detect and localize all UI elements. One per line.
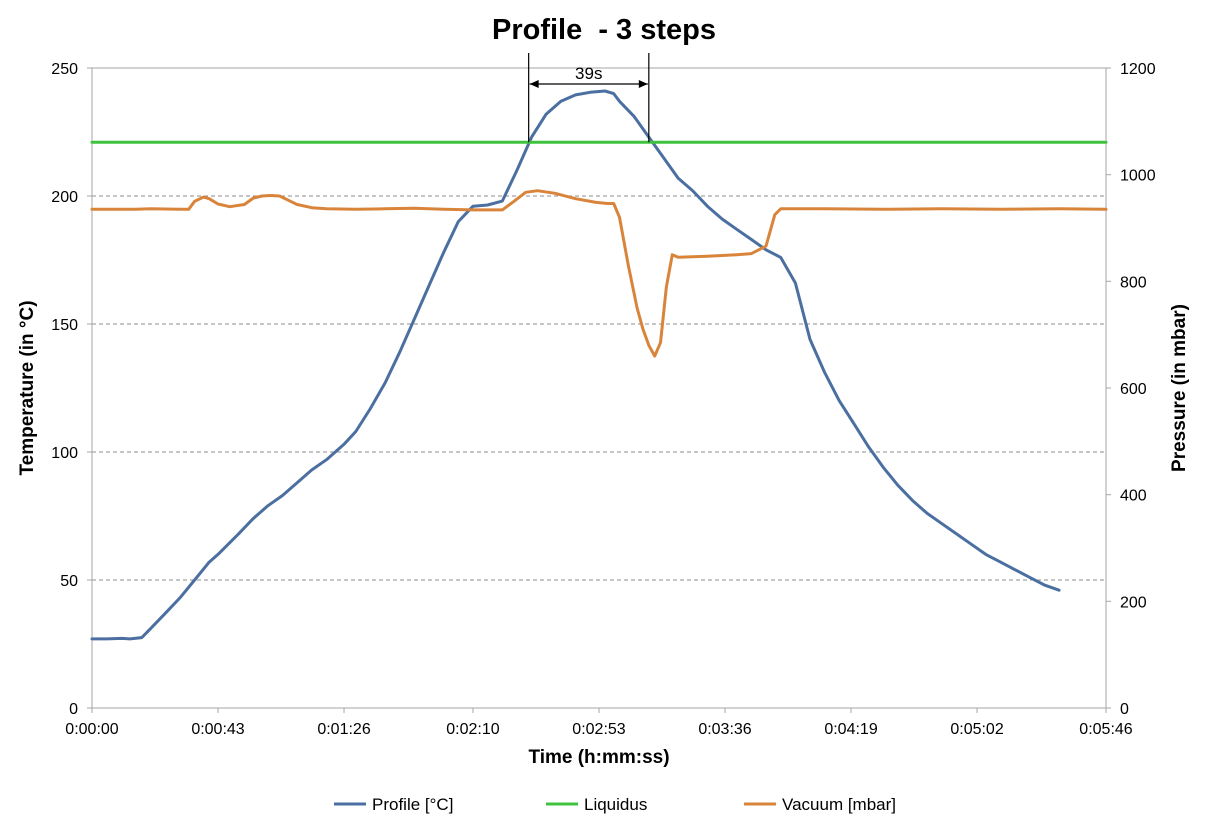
annotation-label: 39s xyxy=(575,64,602,83)
series-line-vacuum-mbar xyxy=(90,189,1108,358)
chart-title: Profile - 3 steps xyxy=(492,14,716,46)
legend-label: Profile [°C] xyxy=(372,795,453,814)
legend-label: Vacuum [mbar] xyxy=(782,795,896,814)
x-tick-label: 0:05:02 xyxy=(950,721,1003,738)
x-axis-title: Time (h:mm:ss) xyxy=(528,747,669,768)
y-left-ticks: 0 50 100 150 200 250 xyxy=(51,61,92,718)
duration-annotation: 39s xyxy=(528,53,650,143)
legend: Profile [°C] Liquidus Vacuum [mbar] xyxy=(334,795,896,814)
x-tick-label: 0:04:19 xyxy=(824,721,877,738)
y-left-tick-label: 150 xyxy=(51,317,78,334)
x-tick-label: 0:05:46 xyxy=(1079,721,1132,738)
y-right-tick-label: 200 xyxy=(1120,594,1147,611)
annotation-arrowhead-left xyxy=(529,80,539,88)
y-right-tick-label: 600 xyxy=(1120,381,1147,398)
series-line-profile-c xyxy=(90,89,1061,641)
x-tick-label: 0:01:26 xyxy=(317,721,370,738)
x-tick-label: 0:00:00 xyxy=(65,721,118,738)
x-tick-label: 0:00:43 xyxy=(191,721,244,738)
y-right-tick-label: 1000 xyxy=(1120,168,1156,185)
annotation-arrowhead-right xyxy=(638,80,648,88)
y-right-tick-label: 400 xyxy=(1120,488,1147,505)
plot-area-border xyxy=(91,67,1107,709)
y-left-axis-title: Temperature (in °C) xyxy=(17,300,38,475)
y-left-tick-label: 100 xyxy=(51,445,78,462)
y-right-ticks: 0 200 400 600 800 1000 1200 xyxy=(1106,61,1156,718)
gridlines xyxy=(92,67,1106,581)
y-left-tick-label: 0 xyxy=(69,701,78,718)
x-tick-label: 0:02:10 xyxy=(446,721,499,738)
x-ticks: 0:00:00 0:00:43 0:01:26 0:02:10 0:02:53 0:03:… xyxy=(65,708,1133,738)
y-left-tick-label: 200 xyxy=(51,189,78,206)
y-right-tick-label: 800 xyxy=(1120,274,1147,291)
x-tick-label: 0:02:53 xyxy=(572,721,625,738)
y-right-tick-label: 1200 xyxy=(1120,61,1156,78)
x-tick-label: 0:03:36 xyxy=(698,721,751,738)
y-left-tick-label: 250 xyxy=(51,61,78,78)
legend-label: Liquidus xyxy=(584,795,647,814)
y-right-tick-label: 0 xyxy=(1120,701,1129,718)
series-group xyxy=(90,89,1108,641)
y-right-axis-title: Pressure (in mbar) xyxy=(1169,304,1190,472)
y-left-tick-label: 50 xyxy=(60,573,78,590)
